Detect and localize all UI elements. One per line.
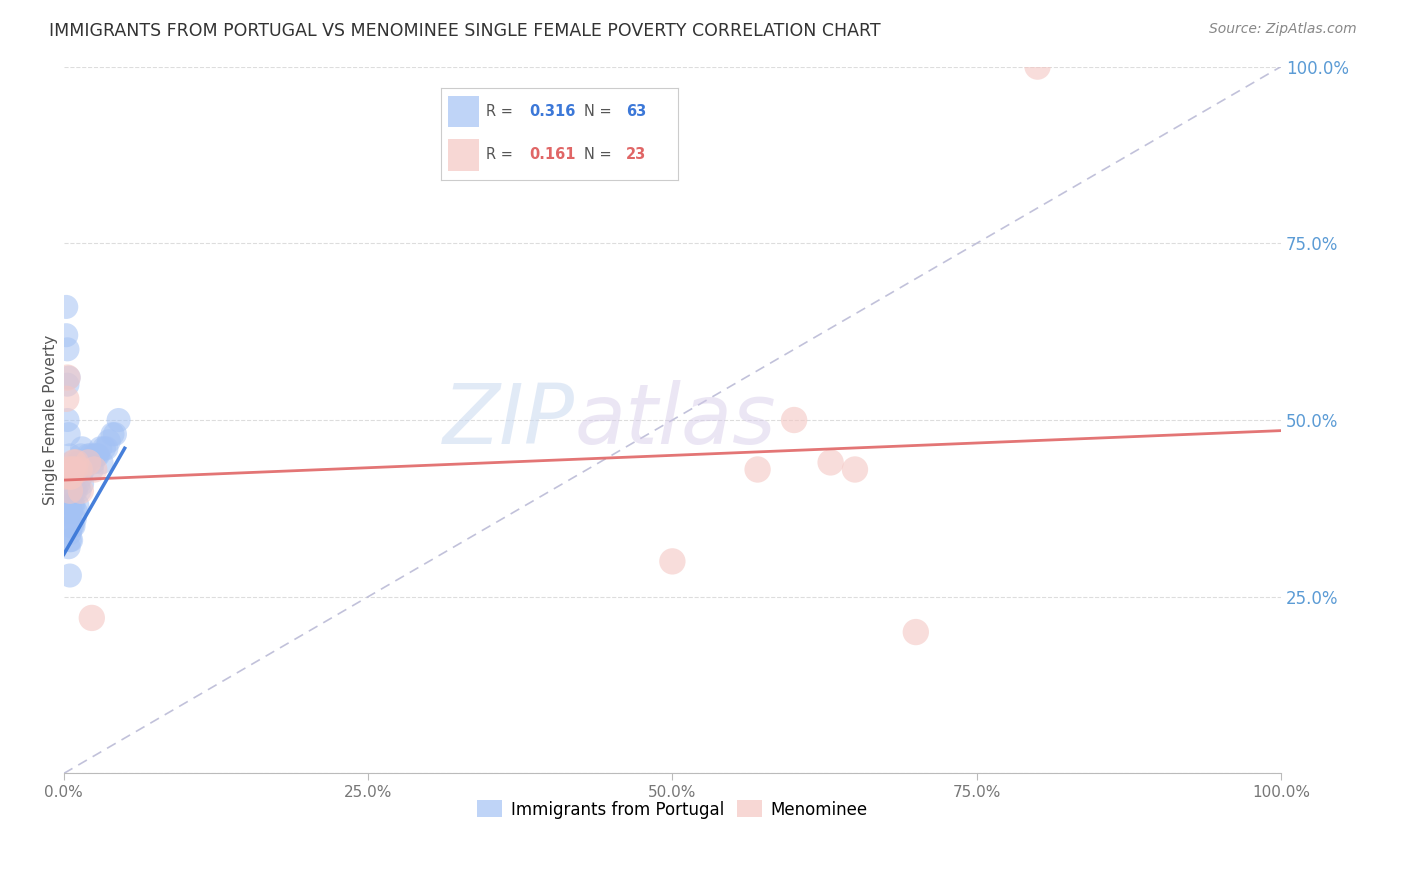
- Point: [59, 568, 82, 582]
- Point: [60, 469, 83, 483]
- Point: [69, 455, 91, 469]
- Point: [60, 505, 83, 519]
- Point: [83, 448, 105, 462]
- Point: [55, 328, 77, 343]
- Point: [73, 455, 96, 469]
- Point: [60, 498, 83, 512]
- Point: [67, 455, 90, 469]
- Point: [69, 462, 91, 476]
- Point: [56, 370, 79, 384]
- Point: [70, 483, 93, 498]
- Point: [66, 498, 89, 512]
- Point: [58, 370, 80, 384]
- Point: [72, 462, 94, 476]
- Point: [59, 526, 82, 541]
- Point: [59, 498, 82, 512]
- Point: [90, 455, 112, 469]
- Text: atlas: atlas: [575, 379, 776, 460]
- Point: [820, 455, 842, 469]
- Point: [76, 455, 98, 469]
- Point: [87, 448, 110, 462]
- Point: [65, 505, 87, 519]
- Point: [63, 469, 86, 483]
- Point: [783, 413, 806, 427]
- Point: [59, 469, 82, 483]
- Point: [96, 442, 118, 456]
- Point: [53, 469, 76, 483]
- Point: [59, 483, 82, 498]
- Point: [83, 462, 105, 476]
- Point: [62, 462, 84, 476]
- Point: [69, 483, 91, 498]
- Point: [56, 483, 79, 498]
- Point: [844, 462, 866, 476]
- Point: [1026, 60, 1049, 74]
- Point: [747, 462, 769, 476]
- Point: [60, 519, 83, 533]
- Point: [58, 541, 80, 555]
- Point: [60, 455, 83, 469]
- Point: [661, 554, 683, 568]
- Point: [104, 427, 127, 442]
- Point: [107, 413, 129, 427]
- Point: [80, 611, 103, 625]
- Point: [63, 462, 86, 476]
- Point: [56, 377, 79, 392]
- Point: [80, 462, 103, 476]
- Point: [86, 448, 108, 462]
- Legend: Immigrants from Portugal, Menominee: Immigrants from Portugal, Menominee: [471, 794, 875, 825]
- Point: [60, 469, 83, 483]
- Point: [70, 442, 93, 456]
- Point: [70, 476, 93, 491]
- Point: [89, 442, 111, 456]
- Point: [93, 442, 115, 456]
- Point: [55, 300, 77, 314]
- Point: [60, 469, 83, 483]
- Text: Source: ZipAtlas.com: Source: ZipAtlas.com: [1209, 22, 1357, 37]
- Point: [59, 505, 82, 519]
- Y-axis label: Single Female Poverty: Single Female Poverty: [44, 334, 58, 505]
- Point: [101, 427, 124, 442]
- Point: [56, 413, 79, 427]
- Point: [59, 448, 82, 462]
- Point: [60, 519, 83, 533]
- Point: [77, 455, 100, 469]
- Point: [59, 533, 82, 548]
- Point: [60, 483, 83, 498]
- Point: [70, 448, 93, 462]
- Point: [65, 455, 87, 469]
- Point: [62, 455, 84, 469]
- Point: [60, 533, 83, 548]
- Point: [66, 462, 89, 476]
- Point: [904, 625, 927, 640]
- Point: [63, 512, 86, 526]
- Point: [62, 498, 84, 512]
- Point: [82, 455, 104, 469]
- Point: [65, 455, 87, 469]
- Point: [55, 392, 77, 406]
- Point: [56, 343, 79, 357]
- Point: [79, 448, 101, 462]
- Text: IMMIGRANTS FROM PORTUGAL VS MENOMINEE SINGLE FEMALE POVERTY CORRELATION CHART: IMMIGRANTS FROM PORTUGAL VS MENOMINEE SI…: [49, 22, 880, 40]
- Point: [70, 469, 93, 483]
- Point: [58, 462, 80, 476]
- Point: [63, 483, 86, 498]
- Point: [75, 455, 97, 469]
- Point: [60, 462, 83, 476]
- Point: [77, 448, 100, 462]
- Point: [62, 519, 84, 533]
- Point: [97, 434, 120, 449]
- Point: [58, 427, 80, 442]
- Point: [65, 483, 87, 498]
- Point: [67, 476, 90, 491]
- Point: [79, 455, 101, 469]
- Text: ZIP: ZIP: [443, 379, 575, 460]
